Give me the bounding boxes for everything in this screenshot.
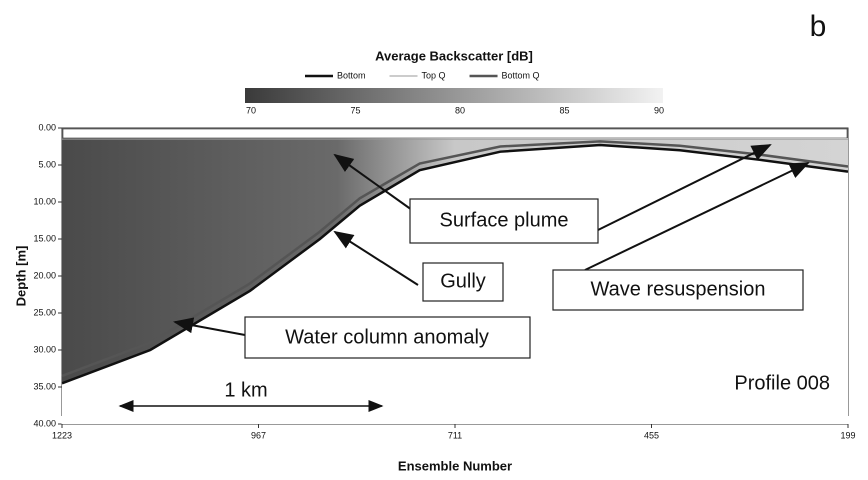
annotation: Gully [440,270,486,292]
y-axis-label: Depth [m] [13,246,28,307]
annotation: Wave resuspension [591,278,766,300]
series-line [61,140,849,378]
arrow [333,153,413,211]
annotation-box [409,198,599,244]
y-tick-label: 40.00 [33,418,56,428]
legend-label: Bottom Q [502,70,540,80]
annotation-box [552,269,804,311]
y-tick-label: 20.00 [33,270,56,280]
y-tick-label: 15.00 [33,233,56,243]
arrow [333,230,419,286]
x-tick-label: 967 [251,430,266,440]
colorbar [245,88,663,103]
y-tick-label: 5.00 [38,159,56,169]
x-tick-label: 199 [840,430,855,440]
y-tick-label: 0.00 [38,122,56,132]
x-tick-label: 455 [644,430,659,440]
y-tick-label: 30.00 [33,344,56,354]
series-line [61,143,849,385]
colorbar-tick-label: 75 [350,105,360,115]
chart-title: Average Backscatter [dB] [375,48,533,63]
scale-label: 1 km [224,379,267,401]
plot-area: 70 75 80 85 90 Bottom Top Q Bottom Q 0.00 5.00 10.… [33,70,855,440]
annotation: Water column anomaly [285,326,489,348]
arrow [584,162,810,271]
annotation: Surface plume [440,209,569,231]
y-tick-label: 35.00 [33,381,56,391]
x-tick-label: 1223 [52,430,72,440]
annotation: Profile 008 [734,372,830,394]
blank-band [62,128,848,139]
panel-label: b [810,10,827,43]
arrow [597,144,772,231]
x-tick-label: 711 [448,430,462,440]
colorbar-tick-label: 85 [559,105,569,115]
legend-label: Bottom [337,70,366,80]
colorbar-tick-label: 90 [654,105,664,115]
x-axis-label: Ensemble Number [398,458,512,473]
annotation-box [244,316,531,359]
colorbar-tick-label: 70 [246,105,256,115]
annotation-box [422,262,504,302]
arrow [173,317,246,336]
backscatter-field [62,138,848,384]
colorbar-tick-label: 80 [455,105,465,115]
y-tick-label: 10.00 [33,196,56,206]
legend-label: Top Q [422,70,446,80]
annotations: Surface plume Gully Water column anomaly… [118,144,830,412]
y-tick-label: 25.00 [33,307,56,317]
